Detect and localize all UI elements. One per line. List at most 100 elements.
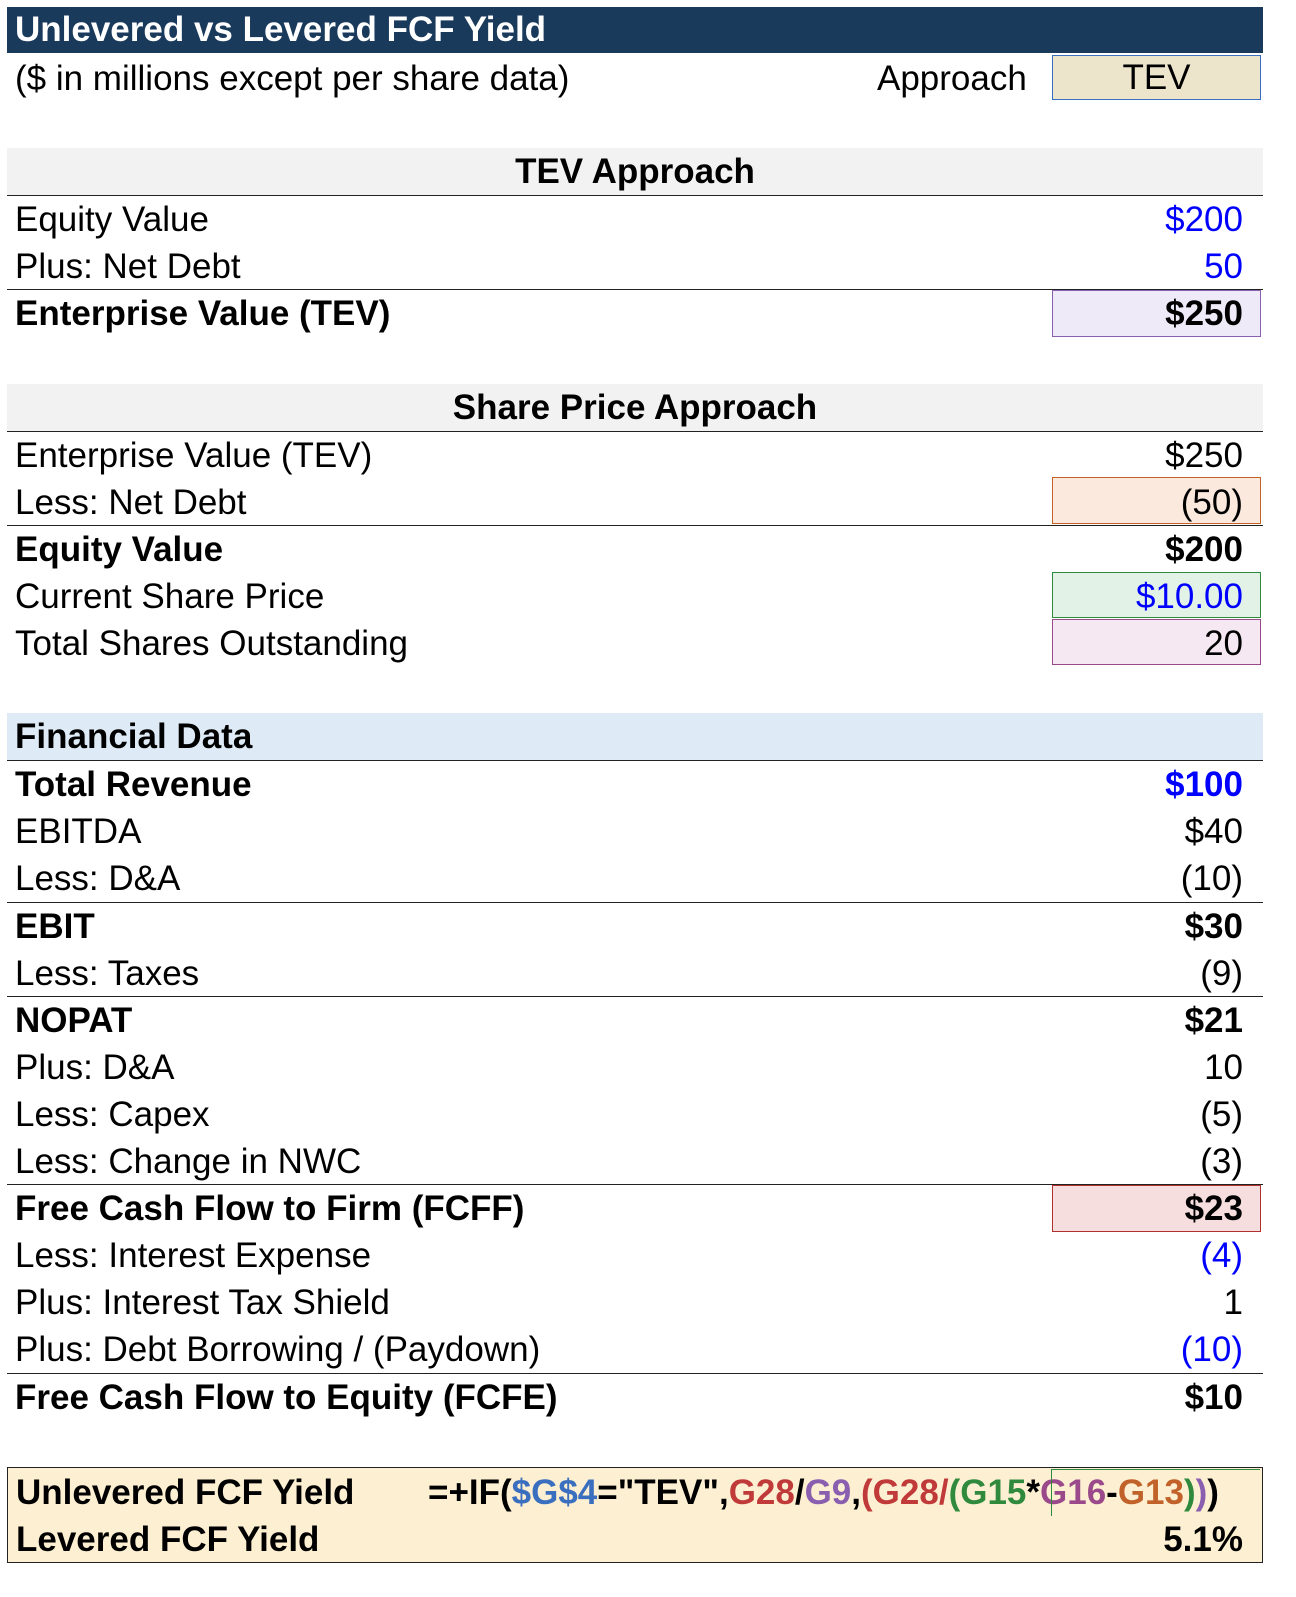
tev-row-enterprise-value: Enterprise Value (TEV) $250 [7,289,1263,337]
row-label: Plus: Debt Borrowing / (Paydown) [15,1330,541,1369]
fin-row-ebitda: EBITDA $40 [7,808,1263,855]
row-label: EBITDA [15,812,142,851]
formula-ref-g9: G9 [804,1473,852,1512]
fcff-highlight-cell[interactable] [1052,1185,1261,1232]
formula-part: ="TEV", [597,1473,729,1512]
capex-value: (5) [1200,1095,1243,1134]
row-label: Plus: D&A [15,1048,175,1087]
formula-paren: ) [1183,1473,1196,1512]
fcff-value: $23 [1184,1189,1243,1228]
share-price-approach-header: Share Price Approach [7,384,1263,432]
row-label: Current Share Price [15,577,325,616]
row-label: Less: Interest Expense [15,1236,372,1275]
fin-row-fcfe: Free Cash Flow to Equity (FCFE) $10 [7,1373,1263,1421]
sp-row-share-price: Current Share Price $10.00 [7,572,1263,620]
sp-row-shares-outstanding: Total Shares Outstanding 20 [7,619,1263,667]
sheet-title: Unlevered vs Levered FCF Yield [15,10,547,49]
fin-row-total-revenue: Total Revenue $100 [7,761,1263,808]
sp-row-tev: Enterprise Value (TEV) $250 [7,432,1263,479]
unlevered-yield-formula-cell[interactable]: =+IF($G$4="TEV",G28/G9,(G28/(G15*G16-G13… [428,1469,1219,1516]
formula-paren: ( [948,1473,961,1512]
fin-row-nwc: Less: Change in NWC (3) [7,1138,1263,1185]
row-label: Plus: Net Debt [15,247,241,286]
row-label: NOPAT [15,1001,133,1040]
sp-row-equity-value: Equity Value $200 [7,525,1263,573]
formula-ref-g15: G15 [960,1473,1027,1512]
subtitle-row: ($ in millions except per share data) Ap… [7,55,1263,102]
formula-cell-outline [1051,1469,1260,1516]
interest-expense-input[interactable]: (4) [1200,1236,1243,1275]
approach-value: TEV [1122,58,1191,97]
sp-net-debt-value: (50) [1180,483,1243,522]
formula-ref-g28b: (G28/ [861,1473,949,1512]
tev-approach-header: TEV Approach [7,148,1263,196]
total-revenue-input[interactable]: $100 [1165,765,1243,804]
fin-row-nopat: NOPAT $21 [7,996,1263,1044]
formula-ref-g28: G28 [728,1473,795,1512]
shares-highlight-cell[interactable] [1052,619,1261,665]
yield-box: Unlevered FCF Yield =+IF($G$4="TEV",G28/… [7,1467,1263,1563]
title-bar: Unlevered vs Levered FCF Yield [7,7,1263,53]
fin-row-interest: Less: Interest Expense (4) [7,1232,1263,1279]
fin-row-capex: Less: Capex (5) [7,1091,1263,1138]
ebitda-value: $40 [1184,812,1243,851]
plus-da-value: 10 [1204,1048,1243,1087]
row-label: Free Cash Flow to Firm (FCFF) [15,1189,525,1228]
levered-yield-value: 5.1% [1163,1520,1243,1559]
sp-tev-value: $250 [1165,436,1243,475]
equity-value-input[interactable]: $200 [1165,200,1243,239]
formula-paren: ) [1195,1473,1208,1512]
net-debt-input[interactable]: 50 [1204,247,1243,286]
unlevered-yield-label: Unlevered FCF Yield [16,1473,355,1512]
formula-ref-g4: $G$4 [511,1473,598,1512]
sp-row-net-debt: Less: Net Debt (50) [7,477,1263,526]
levered-yield-label: Levered FCF Yield [16,1520,320,1559]
row-label: Equity Value [15,200,209,239]
formula-paren: ) [1207,1473,1219,1512]
ebit-value: $30 [1184,907,1243,946]
taxes-value: (9) [1200,954,1243,993]
fin-row-fcff: Free Cash Flow to Firm (FCFF) $23 [7,1184,1263,1232]
formula-part: - [1106,1473,1118,1512]
row-label: EBIT [15,907,95,946]
formula-part: * [1026,1473,1040,1512]
row-label: Less: Change in NWC [15,1142,362,1181]
less-da-value: (10) [1180,859,1243,898]
units-note: ($ in millions except per share data) [15,59,570,98]
formula-part: / [794,1473,805,1512]
debt-borrowing-input[interactable]: (10) [1180,1330,1243,1369]
tev-row-net-debt: Plus: Net Debt 50 [7,243,1263,290]
nopat-value: $21 [1184,1001,1243,1040]
sp-equity-value: $200 [1165,530,1243,569]
share-price-highlight-cell[interactable] [1052,572,1261,618]
row-label: Enterprise Value (TEV) [15,436,373,475]
tev-approach-title: TEV Approach [515,152,755,191]
formula-part: , [851,1473,862,1512]
fin-row-debt-borrowing: Plus: Debt Borrowing / (Paydown) (10) [7,1326,1263,1373]
fcfe-value: $10 [1184,1378,1243,1417]
tev-row-equity-value: Equity Value $200 [7,196,1263,243]
enterprise-value: $250 [1165,294,1243,333]
fin-row-plus-da: Plus: D&A 10 [7,1044,1263,1091]
tev-highlight-cell[interactable] [1052,290,1261,337]
nwc-value: (3) [1200,1142,1243,1181]
financial-data-title: Financial Data [15,717,253,756]
fin-row-tax-shield: Plus: Interest Tax Shield 1 [7,1279,1263,1326]
approach-label: Approach [877,59,1027,98]
fin-row-ebit: EBIT $30 [7,902,1263,950]
tax-shield-value: 1 [1223,1283,1243,1322]
row-label: Less: Net Debt [15,483,247,522]
financial-data-header: Financial Data [7,713,1263,761]
shares-outstanding-value: 20 [1204,624,1243,663]
approach-select-cell[interactable]: TEV [1052,55,1261,100]
row-label: Total Revenue [15,765,252,804]
fin-row-less-da: Less: D&A (10) [7,855,1263,902]
row-label: Less: Taxes [15,954,200,993]
row-label: Total Shares Outstanding [15,624,409,663]
share-price-approach-title: Share Price Approach [452,388,818,427]
net-debt-highlight-cell[interactable] [1052,477,1261,524]
share-price-input[interactable]: $10.00 [1135,577,1243,616]
row-label: Plus: Interest Tax Shield [15,1283,390,1322]
row-label: Equity Value [15,530,224,569]
row-label: Less: Capex [15,1095,210,1134]
